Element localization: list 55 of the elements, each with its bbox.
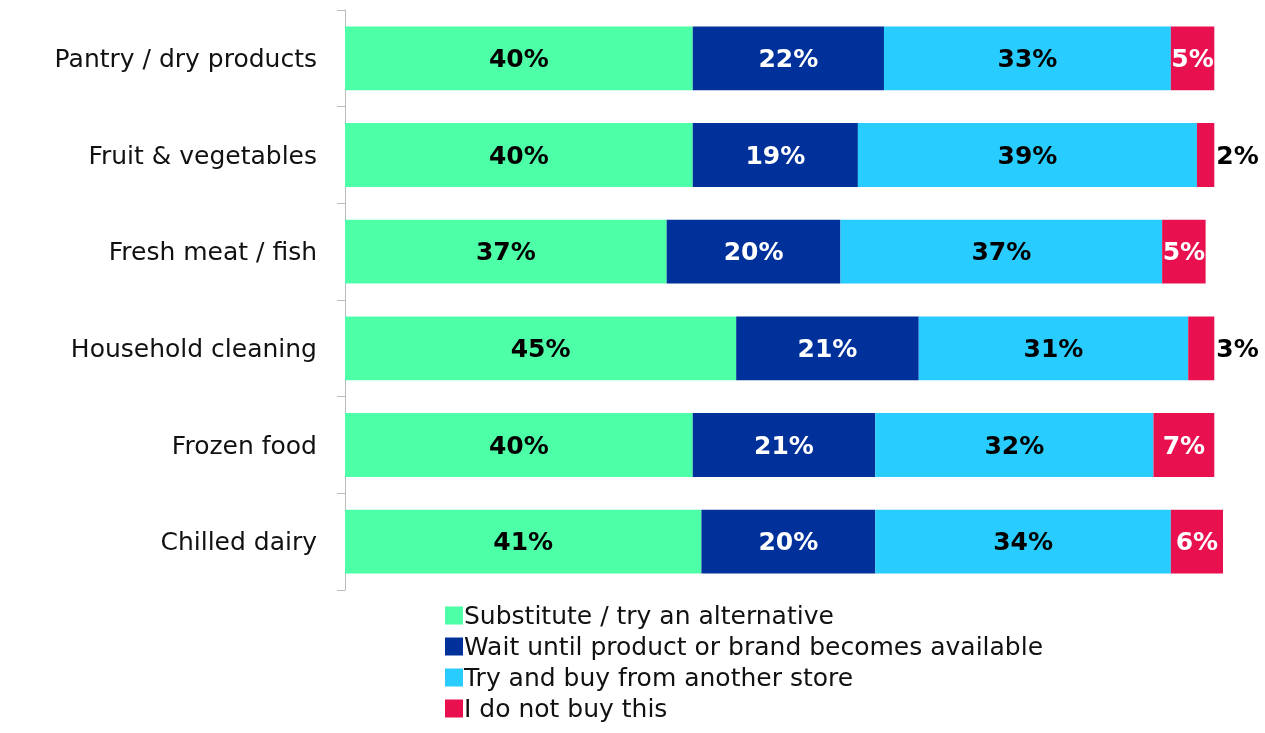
data-label: 22% bbox=[758, 43, 819, 73]
legend-label: Substitute / try an alternative bbox=[464, 601, 834, 630]
data-label: 31% bbox=[1023, 333, 1084, 363]
bar bbox=[857, 123, 1197, 187]
data-label: 41% bbox=[493, 527, 554, 557]
data-label: 7% bbox=[1162, 430, 1206, 460]
bar bbox=[736, 316, 919, 381]
bar bbox=[1196, 123, 1215, 187]
data-label: 40% bbox=[488, 430, 549, 460]
data-label: 5% bbox=[1162, 237, 1206, 267]
bar bbox=[1153, 413, 1215, 477]
y-tick-label: Household cleaning bbox=[70, 333, 317, 363]
data-label: 39% bbox=[997, 140, 1058, 170]
y-tick-label: Chilled dairy bbox=[160, 527, 318, 557]
bar bbox=[345, 26, 693, 91]
bar bbox=[1188, 316, 1215, 381]
data-label: 32% bbox=[984, 430, 1045, 460]
data-label: 5% bbox=[1171, 43, 1214, 73]
bar bbox=[345, 413, 693, 477]
bar bbox=[918, 316, 1189, 381]
data-label: 21% bbox=[754, 430, 814, 460]
data-label: 40% bbox=[488, 43, 549, 73]
bar bbox=[840, 219, 1163, 284]
data-label: 20% bbox=[723, 237, 784, 267]
bar bbox=[692, 26, 884, 91]
data-label: 2% bbox=[1216, 140, 1259, 170]
bar bbox=[666, 219, 841, 284]
bar bbox=[345, 316, 737, 381]
y-tick-label: Frozen food bbox=[171, 430, 317, 460]
data-label: 6% bbox=[1175, 527, 1219, 557]
bar bbox=[345, 509, 702, 574]
bar bbox=[345, 219, 667, 284]
bar bbox=[692, 123, 858, 187]
bar bbox=[345, 123, 693, 187]
legend-label: I do not buy this bbox=[464, 694, 668, 723]
data-label: 33% bbox=[997, 43, 1058, 73]
bar bbox=[701, 509, 876, 574]
legend-label: Try and buy from another store bbox=[463, 663, 854, 692]
data-label: 45% bbox=[510, 333, 571, 363]
data-label: 40% bbox=[488, 140, 549, 170]
y-tick-label: Pantry / dry products bbox=[54, 43, 317, 73]
data-label: 37% bbox=[475, 237, 536, 267]
data-label: 34% bbox=[993, 527, 1053, 557]
bar bbox=[883, 26, 1171, 91]
y-tick-label: Fresh meat / fish bbox=[108, 237, 317, 267]
data-label: 3% bbox=[1216, 333, 1259, 363]
data-label: 37% bbox=[971, 237, 1032, 267]
legend-label: Wait until product or brand becomes available bbox=[464, 632, 1044, 661]
data-label: 21% bbox=[797, 333, 858, 363]
bar bbox=[875, 509, 1171, 574]
y-tick-label: Fruit & vegetables bbox=[88, 140, 317, 170]
data-label: 19% bbox=[745, 140, 806, 170]
bar bbox=[692, 413, 876, 477]
bar bbox=[875, 413, 1154, 477]
data-label: 20% bbox=[758, 527, 819, 557]
